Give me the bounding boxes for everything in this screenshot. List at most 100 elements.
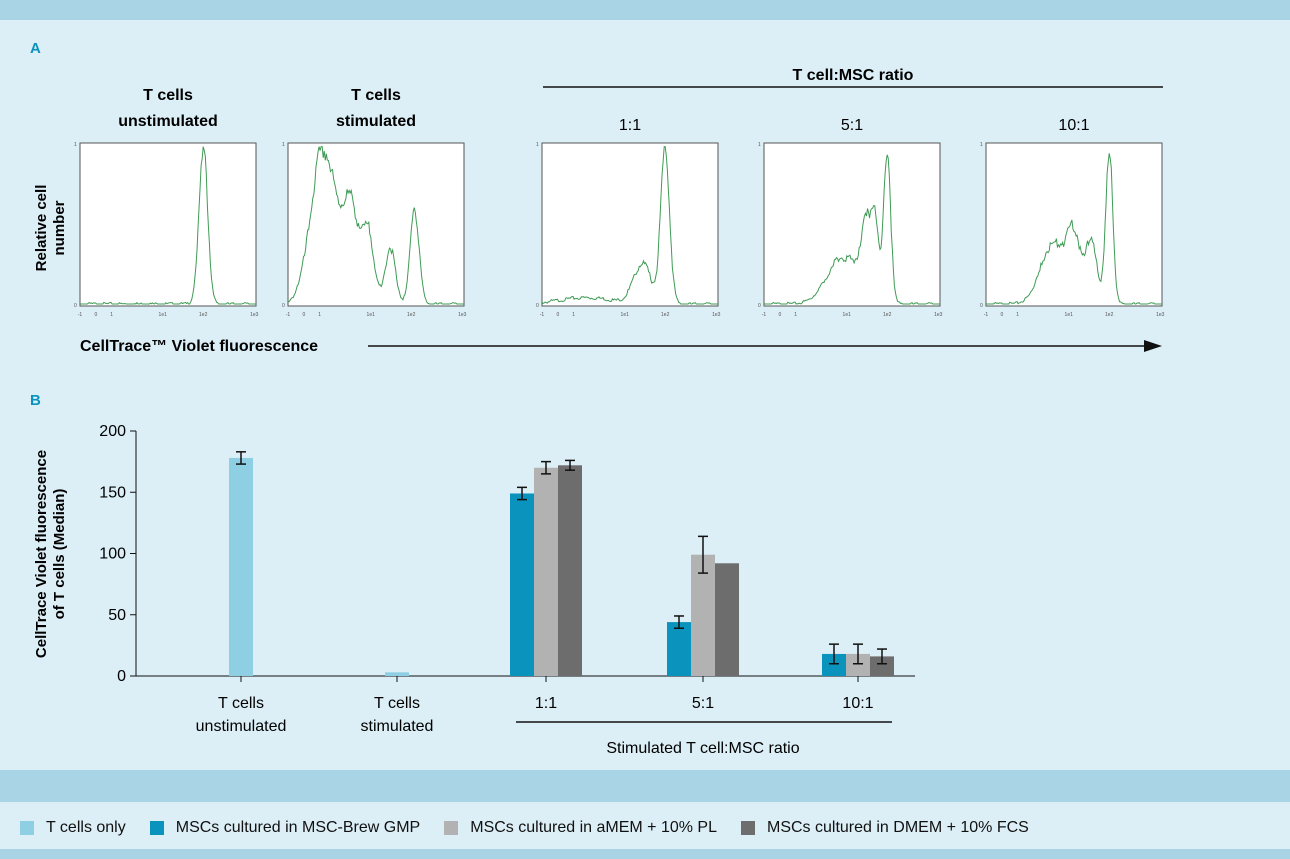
- legend-label-3: MSCs cultured in DMEM + 10% FCS: [767, 819, 1029, 836]
- hist-x-arrowhead: [1144, 340, 1162, 352]
- x-tick-label-0: T cells: [218, 695, 264, 712]
- hist-xtick-2-3: 1e1: [621, 312, 630, 318]
- y-tick-label-2: 100: [99, 546, 126, 563]
- histogram-frame-0: [79, 142, 257, 307]
- bar-1-2: [510, 493, 534, 676]
- bar-3-3: [715, 563, 739, 676]
- hist-xtick-4-4: 1e2: [1105, 312, 1114, 318]
- histogram-curve-1: [287, 146, 464, 305]
- hist-xtick-3-0: -1: [762, 312, 767, 318]
- hist-xtick-4-5: 1e3: [1156, 312, 1165, 318]
- histogram-frame-3: [763, 142, 941, 307]
- hist-xtick-3-5: 1e3: [934, 312, 943, 318]
- y-tick-label-0: 0: [117, 668, 126, 685]
- histogram-curve-0: [79, 146, 256, 305]
- y-tick-label-4: 200: [99, 423, 126, 440]
- legend-label-1: MSCs cultured in MSC-Brew GMP: [175, 819, 421, 836]
- legend-swatch-1: [149, 821, 164, 835]
- hist-xtick-0-2: 1: [110, 312, 113, 318]
- histogram-frame-4: [985, 142, 1163, 307]
- hist-ytick-bottom-2: 0: [536, 303, 539, 309]
- hist-xtick-0-3: 1e1: [159, 312, 168, 318]
- hist-xtick-3-1: 0: [778, 312, 781, 318]
- hist-xtick-3-4: 1e2: [883, 312, 892, 318]
- x-tick-label-2: 1:1: [535, 695, 557, 712]
- legend-item-0: T cells only: [20, 819, 126, 837]
- hist-xtick-1-3: 1e1: [367, 312, 376, 318]
- legend-label-0: T cells only: [46, 819, 126, 836]
- hist-x-label: CellTrace™ Violet fluorescence: [80, 338, 318, 355]
- hist-xtick-3-2: 1: [794, 312, 797, 318]
- hist-title-4: 10:1: [1058, 117, 1089, 134]
- hist-ytick-top-2: 1: [536, 142, 539, 148]
- x-tick-sublabel-0: unstimulated: [196, 718, 287, 735]
- hist-xtick-4-1: 0: [1000, 312, 1003, 318]
- x-tick-label-1: T cells: [374, 695, 420, 712]
- hist-title-2: 1:1: [619, 117, 641, 134]
- hist-xtick-1-4: 1e2: [407, 312, 416, 318]
- hist-ytick-top-1: 1: [282, 142, 285, 148]
- legend-item-1: MSCs cultured in MSC-Brew GMP: [149, 819, 421, 837]
- panel-b: B CellTrace Violet fluorescence of T cel…: [30, 392, 915, 757]
- bar-2-4: [846, 653, 870, 676]
- panel-a: A T cell:MSC ratio T cells unstimulated T …: [30, 40, 1165, 355]
- legend-swatch-3: [741, 821, 755, 835]
- x-tick-sublabel-1: stimulated: [361, 718, 434, 735]
- hist-xtick-1-0: -1: [286, 312, 291, 318]
- top-band: [0, 0, 1290, 20]
- legend-item-2: MSCs cultured in aMEM + 10% PL: [444, 819, 717, 837]
- bar-1-3: [667, 622, 691, 676]
- hist-xtick-2-4: 1e2: [661, 312, 670, 318]
- hist-ytick-bottom-3: 0: [758, 303, 761, 309]
- bar-0-0: [229, 457, 253, 676]
- y-tick-label-3: 150: [99, 484, 126, 501]
- hist-xtick-0-5: 1e3: [250, 312, 259, 318]
- hist-xtick-1-5: 1e3: [458, 312, 467, 318]
- bar-3-2: [558, 465, 582, 676]
- histogram-frame-2: [541, 142, 719, 307]
- hist-ytick-top-0: 1: [74, 142, 77, 148]
- group-label: Stimulated T cell:MSC ratio: [606, 740, 799, 757]
- ratio-header: T cell:MSC ratio: [793, 67, 914, 84]
- hist-xtick-1-2: 1: [318, 312, 321, 318]
- y-axis-title-1: CellTrace Violet fluorescence: [33, 450, 50, 658]
- hist-xtick-2-0: -1: [540, 312, 545, 318]
- hist-xtick-0-1: 0: [94, 312, 97, 318]
- hist-y-label-2: number: [51, 200, 68, 255]
- hist-xtick-2-5: 1e3: [712, 312, 721, 318]
- hist-ytick-top-4: 1: [980, 142, 983, 148]
- panel-b-label: B: [30, 392, 41, 409]
- hist-xtick-2-1: 0: [556, 312, 559, 318]
- bottom-band: [0, 849, 1290, 859]
- hist-xtick-2-2: 1: [572, 312, 575, 318]
- hist-ytick-bottom-4: 0: [980, 303, 983, 309]
- hist-subtitle-0: unstimulated: [118, 113, 218, 130]
- hist-title-0: T cells: [143, 87, 193, 104]
- hist-xtick-0-4: 1e2: [199, 312, 208, 318]
- bar-0-1: [385, 672, 409, 676]
- hist-xtick-4-3: 1e1: [1065, 312, 1074, 318]
- bar-1-4: [822, 653, 846, 676]
- hist-title-3: 5:1: [841, 117, 863, 134]
- legend-band: [0, 770, 1290, 802]
- legend-label-2: MSCs cultured in aMEM + 10% PL: [470, 819, 717, 836]
- x-tick-label-3: 5:1: [692, 695, 714, 712]
- legend: T cells only MSCs cultured in MSC-Brew GM…: [20, 816, 1280, 840]
- hist-xtick-3-3: 1e1: [843, 312, 852, 318]
- hist-xtick-0-0: -1: [78, 312, 83, 318]
- hist-y-label-1: Relative cell: [33, 185, 50, 272]
- hist-title-1: T cells: [351, 87, 401, 104]
- hist-subtitle-1: stimulated: [336, 113, 416, 130]
- histogram-frame-1: [287, 142, 465, 307]
- x-tick-label-4: 10:1: [842, 695, 873, 712]
- y-axis-title-2: of T cells (Median): [51, 489, 68, 620]
- histogram-curve-2: [541, 146, 718, 305]
- histogram-curve-3: [763, 154, 940, 305]
- bar-3-4: [870, 656, 894, 676]
- hist-xtick-4-0: -1: [984, 312, 989, 318]
- bar-2-3: [691, 554, 715, 676]
- y-tick-label-1: 50: [108, 607, 126, 624]
- hist-xtick-1-1: 0: [302, 312, 305, 318]
- bar-2-2: [534, 467, 558, 676]
